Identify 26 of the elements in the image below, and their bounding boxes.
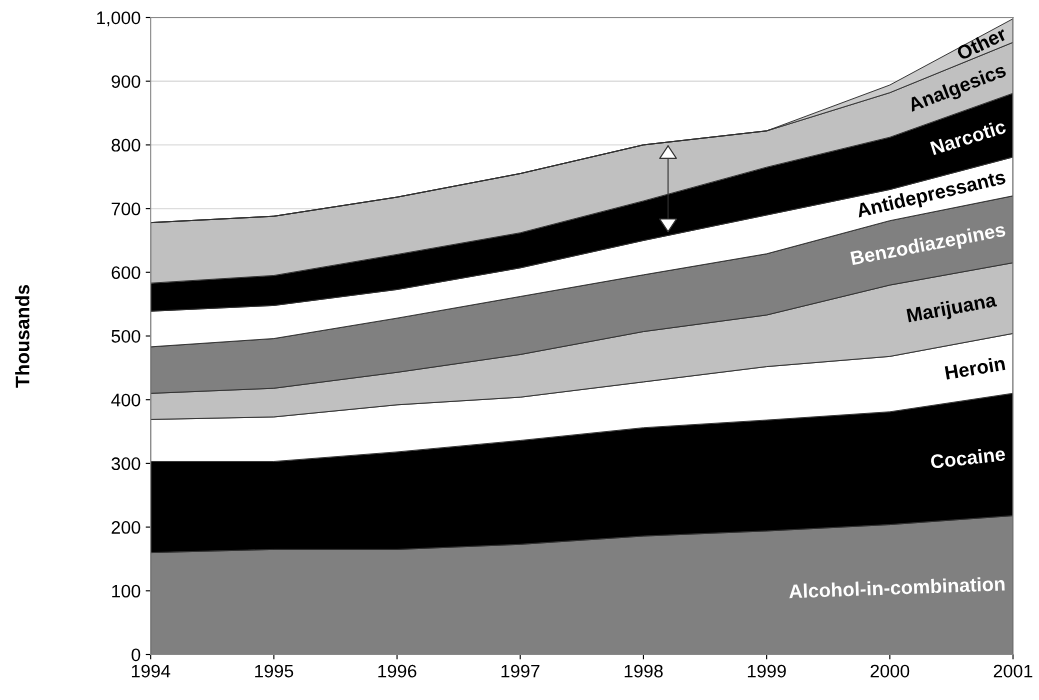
x-tick-label: 1996: [378, 664, 417, 678]
x-tick-label: 2000: [870, 664, 910, 678]
y-tick-label: 400: [111, 393, 141, 407]
y-axis-title: Thousands: [15, 284, 30, 388]
y-tick-label: 800: [111, 138, 141, 152]
y-tick-label: 700: [111, 202, 141, 216]
x-tick-label: 1995: [255, 664, 294, 678]
series-label: Marijuana: [906, 292, 998, 327]
y-tick-label: 200: [111, 521, 141, 534]
x-tick-label: 1994: [131, 664, 171, 678]
series-label: Alcohol-in-combination: [788, 576, 1005, 599]
x-tick-label: 1999: [747, 664, 786, 678]
series-label: Narcotic: [929, 118, 1007, 156]
series-label: Heroin: [944, 355, 1006, 380]
x-tick-label: 1997: [501, 664, 540, 678]
y-tick-label: 500: [111, 329, 141, 343]
x-tick-label: 1998: [624, 664, 663, 678]
y-tick-label: 900: [111, 75, 141, 88]
series-label: Cocaine: [930, 446, 1006, 469]
series-label: Other: [955, 25, 1008, 61]
y-tick-label: 1,000: [97, 11, 141, 27]
x-tick-label: 2001: [993, 664, 1033, 678]
y-tick-label: 0: [131, 648, 141, 662]
y-tick-label: 600: [111, 266, 141, 280]
y-tick-label: 100: [112, 584, 141, 598]
y-tick-label: 300: [111, 457, 141, 471]
